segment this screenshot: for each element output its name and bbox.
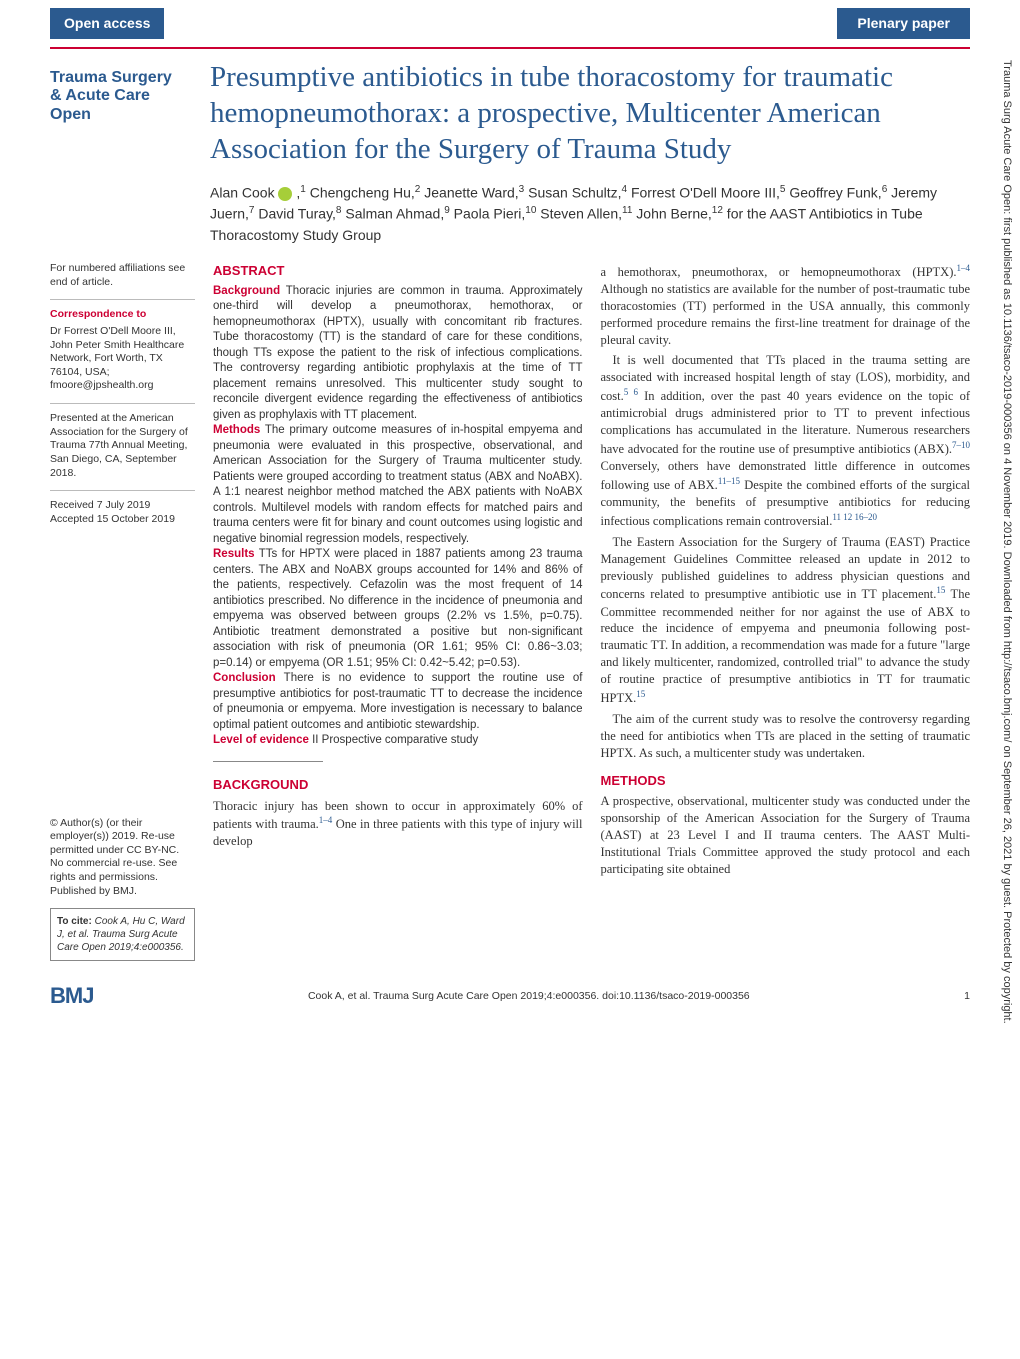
abstract-results-text: TTs for HPTX were placed in 1887 patient… (213, 548, 583, 669)
journal-logo: Trauma Surgery & Acute Care Open (50, 59, 190, 134)
page-number: 1 (964, 989, 970, 1003)
sidebar-spacer (50, 537, 195, 817)
background-p2: a hemothorax, pneumothorax, or hemopneum… (601, 262, 971, 349)
methods-p1: A prospective, observational, multicente… (601, 793, 971, 877)
received-date: Received 7 July 2019 (50, 499, 150, 511)
abstract-level-text: II Prospective comparative study (309, 734, 478, 746)
bmj-logo: BMJ (50, 981, 93, 1011)
article-title: Presumptive antibiotics in tube thoracos… (210, 59, 970, 168)
accepted-date: Accepted 15 October 2019 (50, 513, 175, 525)
background-p4: The Eastern Association for the Surgery … (601, 534, 971, 707)
abstract-methods-label: Methods (213, 424, 260, 436)
cite-box: To cite: Cook A, Hu C, Ward J, et al. Tr… (50, 908, 195, 961)
copyright-note: © Author(s) (or their employer(s)) 2019.… (50, 817, 195, 899)
methods-text: A prospective, observational, multicente… (601, 793, 971, 877)
abstract-methods-text: The primary outcome measures of in-hospi… (213, 424, 583, 545)
sidebar-divider (50, 299, 195, 300)
column-right: a hemothorax, pneumothorax, or hemopneum… (601, 262, 971, 961)
header-bar: Open access Plenary paper (0, 0, 1020, 47)
abstract-hr (213, 761, 323, 762)
background-p5: The aim of the current study was to reso… (601, 711, 971, 762)
background-text-left: Thoracic injury has been shown to occur … (213, 798, 583, 851)
journal-logo-line2: & Acute Care Open (50, 87, 150, 122)
background-p3: It is well documented that TTs placed in… (601, 352, 971, 529)
journal-logo-col: Trauma Surgery & Acute Care Open (50, 59, 190, 246)
affiliations-note: For numbered affiliations see end of art… (50, 262, 195, 289)
correspondence-heading: Correspondence to (50, 308, 195, 322)
abstract-background-label: Background (213, 285, 280, 297)
abstract-background-text: Thoracic injuries are common in trauma. … (213, 285, 583, 421)
main-columns: ABSTRACT Background Thoracic injuries ar… (213, 262, 970, 961)
footer: BMJ Cook A, et al. Trauma Surg Acute Car… (0, 961, 1020, 1021)
cite-label: To cite: (57, 916, 92, 927)
abstract-heading: ABSTRACT (213, 262, 583, 280)
journal-logo-line1: Trauma Surgery (50, 69, 172, 86)
abstract-results-label: Results (213, 548, 255, 560)
background-p1: Thoracic injury has been shown to occur … (213, 798, 583, 851)
presented-note: Presented at the American Association fo… (50, 412, 195, 480)
orcid-icon (278, 187, 292, 201)
abstract-body: Background Thoracic injuries are common … (213, 284, 583, 749)
side-watermark: Trauma Surg Acute Care Open: first publi… (999, 60, 1014, 1260)
abstract-conclusion-label: Conclusion (213, 672, 276, 684)
sidebar-divider (50, 403, 195, 404)
content-area: For numbered affiliations see end of art… (0, 262, 1020, 961)
sidebar-divider (50, 490, 195, 491)
abstract-level-label: Level of evidence (213, 734, 309, 746)
footer-citation: Cook A, et al. Trauma Surg Acute Care Op… (308, 989, 750, 1003)
correspondence-body: Dr Forrest O'Dell Moore III, John Peter … (50, 325, 195, 393)
open-access-badge: Open access (50, 8, 164, 39)
sidebar: For numbered affiliations see end of art… (50, 262, 195, 961)
author-list: Alan Cook ,1 Chengcheng Hu,2 Jeanette Wa… (210, 182, 970, 246)
background-heading: BACKGROUND (213, 776, 583, 794)
title-section: Trauma Surgery & Acute Care Open Presump… (0, 49, 1020, 262)
column-left: ABSTRACT Background Thoracic injuries ar… (213, 262, 583, 961)
title-col: Presumptive antibiotics in tube thoracos… (210, 59, 970, 246)
background-text-right: a hemothorax, pneumothorax, or hemopneum… (601, 262, 971, 762)
plenary-paper-badge: Plenary paper (837, 8, 970, 39)
methods-heading: METHODS (601, 772, 971, 790)
